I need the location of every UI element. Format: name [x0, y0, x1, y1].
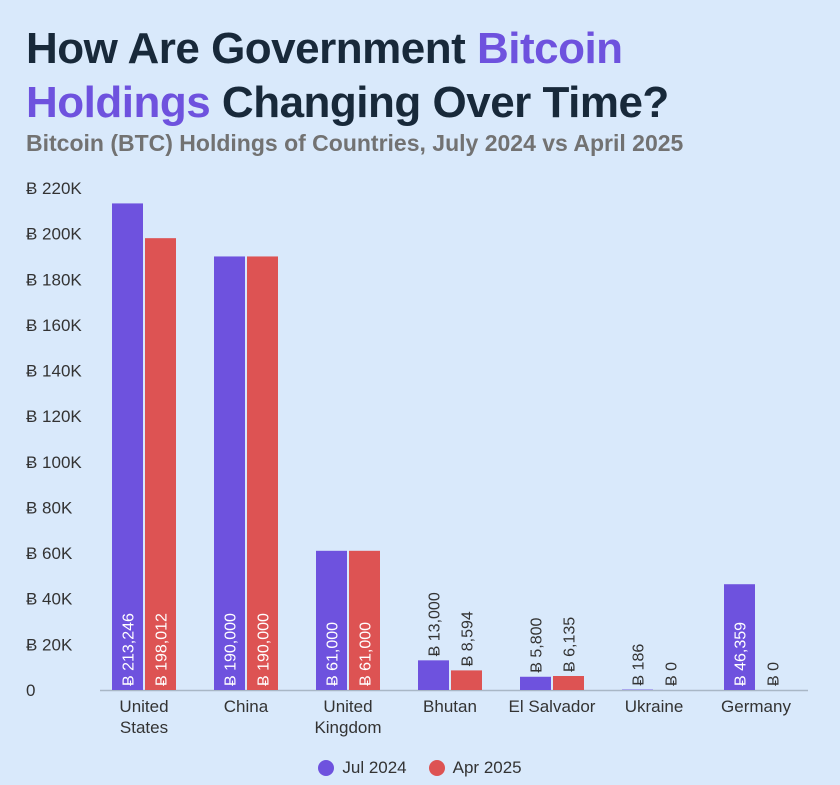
data-label: Ƀ 46,359 [733, 622, 750, 686]
x-tick-label: United States [119, 697, 168, 737]
data-label: Ƀ 190,000 [223, 613, 240, 686]
title-part-3: Holdings [26, 78, 211, 127]
data-label: Ƀ 0 [664, 662, 681, 686]
data-label: Ƀ 6,135 [562, 617, 579, 672]
legend: Jul 2024 Apr 2025 [0, 758, 840, 778]
y-tick-label: Ƀ 20K [26, 635, 73, 654]
y-tick-label: Ƀ 180K [26, 270, 82, 289]
title-part-1: How Are Government [26, 24, 477, 73]
bar [520, 676, 551, 690]
bar [349, 550, 380, 690]
y-tick-label: Ƀ 140K [26, 362, 82, 381]
x-tick-label: Bhutan [423, 697, 477, 716]
data-label: Ƀ 13,000 [427, 592, 444, 656]
data-label: Ƀ 198,012 [154, 613, 171, 686]
bar [247, 256, 278, 690]
data-label: Ƀ 61,000 [325, 622, 342, 686]
y-tick-label: Ƀ 80K [26, 498, 73, 517]
y-tick-label: 0 [26, 681, 35, 700]
y-tick-label: Ƀ 120K [26, 407, 82, 426]
bar [553, 676, 584, 690]
x-tick-label: El Salvador [509, 697, 596, 716]
bar [316, 550, 347, 690]
bar [145, 238, 176, 691]
data-label: Ƀ 8,594 [460, 611, 477, 666]
y-tick-label: Ƀ 220K [26, 179, 82, 198]
title-part-4: Changing Over Time? [210, 78, 669, 127]
x-tick-label: Germany [721, 697, 791, 716]
legend-item-apr: Apr 2025 [428, 758, 522, 778]
legend-swatch-jul [318, 760, 335, 776]
bar [418, 660, 449, 690]
y-tick-label: Ƀ 200K [26, 225, 82, 244]
x-tick-label: Ukraine [625, 697, 684, 716]
y-tick-label: Ƀ 60K [26, 544, 73, 563]
bar [451, 670, 482, 690]
bar [112, 203, 143, 690]
chart-subtitle: Bitcoin (BTC) Holdings of Countries, Jul… [26, 130, 684, 156]
x-tick-label: China [224, 697, 269, 716]
legend-item-jul: Jul 2024 [318, 758, 407, 778]
data-label: Ƀ 213,246 [121, 613, 138, 686]
title-part-2: Bitcoin [476, 24, 623, 73]
data-label: Ƀ 0 [766, 662, 783, 686]
y-tick-label: Ƀ 100K [26, 453, 82, 472]
bar [724, 584, 755, 690]
legend-label-jul: Jul 2024 [342, 758, 407, 777]
legend-label-apr: Apr 2025 [452, 758, 522, 777]
y-tick-label: Ƀ 40K [26, 590, 73, 609]
bar [214, 256, 245, 690]
data-label: Ƀ 5,800 [529, 618, 546, 673]
y-tick-label: Ƀ 160K [26, 316, 82, 335]
x-tick-label: United Kingdom [314, 697, 381, 737]
legend-swatch-apr [428, 760, 445, 776]
chart-title: How Are Government Bitcoin Holdings Chan… [26, 22, 826, 130]
data-label: Ƀ 186 [631, 644, 648, 686]
data-label: Ƀ 190,000 [256, 613, 273, 686]
data-label: Ƀ 61,000 [358, 622, 375, 686]
